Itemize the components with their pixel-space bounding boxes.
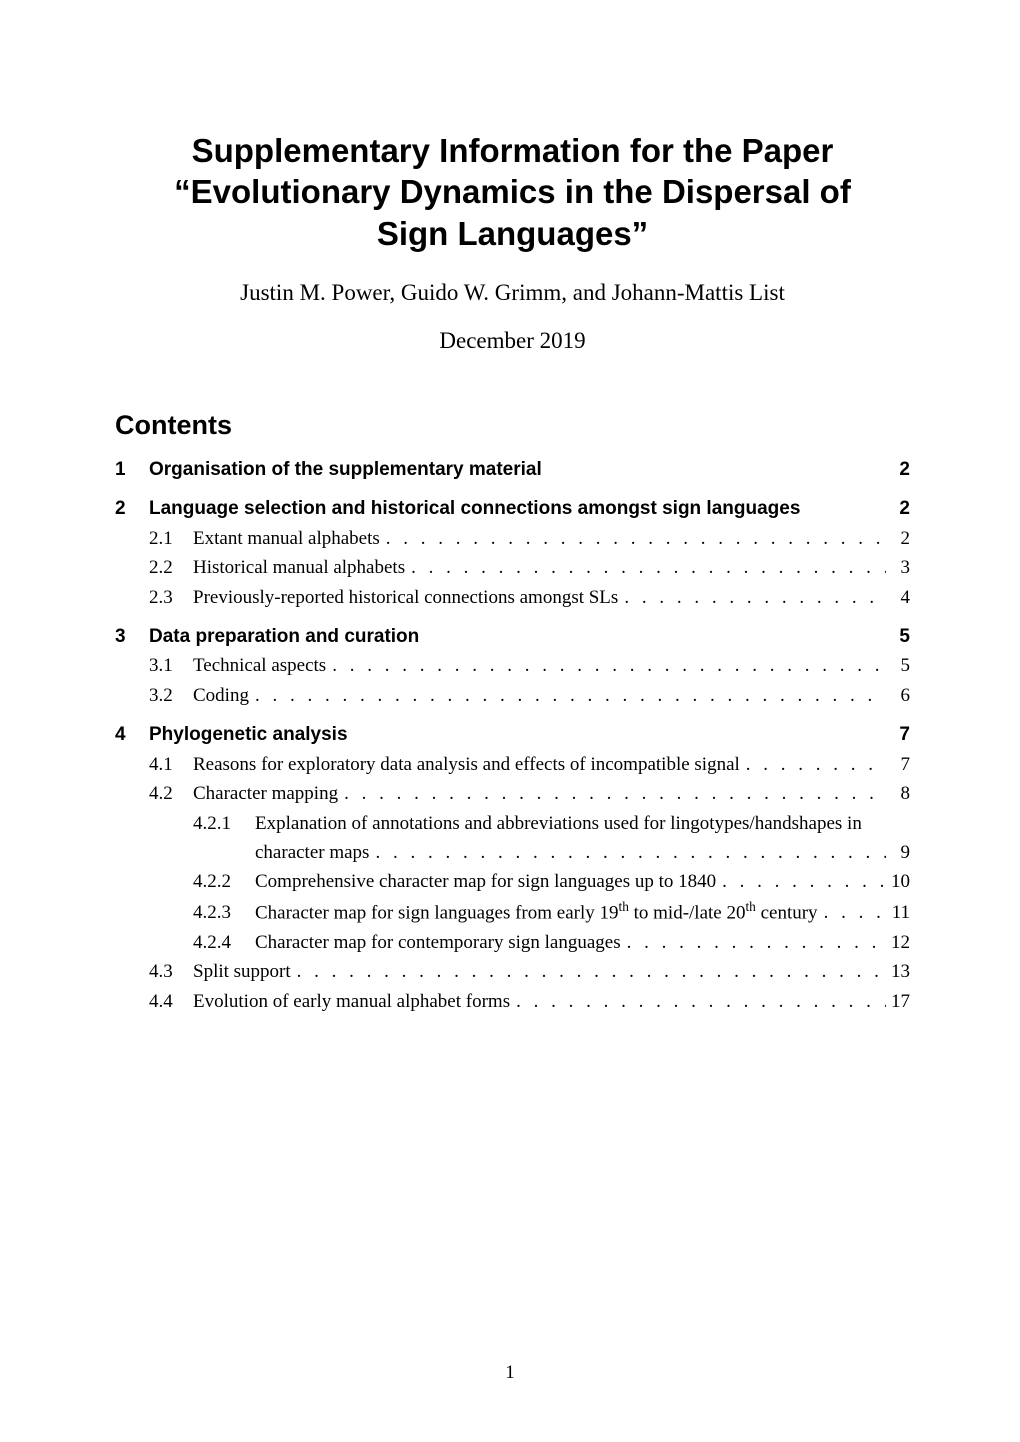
- toc-title: Evolution of early manual alphabet forms: [193, 987, 516, 1016]
- page-number: 1: [0, 1362, 1020, 1384]
- toc-title: Character map for contemporary sign lang…: [255, 928, 627, 957]
- toc-page: 9: [886, 838, 910, 867]
- toc-title: Reasons for exploratory data analysis an…: [193, 750, 746, 779]
- toc-num: 3.1: [149, 651, 193, 680]
- toc-title: Split support: [193, 957, 297, 986]
- toc-title: Character map for sign languages from ea…: [255, 897, 824, 928]
- toc-entry-s4-2-4: 4.2.4 Character map for contemporary sig…: [115, 928, 910, 957]
- toc-page: 13: [886, 957, 910, 986]
- toc-title: Language selection and historical connec…: [149, 494, 806, 523]
- date: December 2019: [115, 328, 910, 354]
- toc-entry-s1: 1 Organisation of the supplementary mate…: [115, 455, 910, 484]
- toc-page: 2: [886, 494, 910, 523]
- title-line-3: Sign Languages”: [115, 213, 910, 254]
- toc-num: 4.2.1: [193, 809, 255, 838]
- toc-title: character maps: [255, 838, 375, 867]
- toc-leader: [411, 553, 886, 582]
- toc-entry-s4-2-1-line1: 4.2.1 Explanation of annotations and abb…: [115, 809, 910, 838]
- toc-leader: [722, 867, 886, 896]
- toc-entry-s2-2: 2.2 Historical manual alphabets 3: [115, 553, 910, 582]
- toc-page: 5: [886, 622, 910, 651]
- toc-title-part-b: to mid-/late 20: [629, 902, 746, 923]
- toc-num: 4.1: [149, 750, 193, 779]
- toc-title: Data preparation and curation: [149, 622, 425, 651]
- toc-num: 4.3: [149, 957, 193, 986]
- toc-title: Coding: [193, 681, 255, 710]
- toc-leader: [624, 583, 886, 612]
- title-line-1: Supplementary Information for the Paper: [115, 130, 910, 171]
- toc-page: 11: [886, 898, 910, 927]
- toc-leader: [297, 957, 886, 986]
- toc-entry-s3: 3 Data preparation and curation 5: [115, 622, 910, 651]
- toc-num: 2.3: [149, 583, 193, 612]
- toc-num: 4.2.4: [193, 928, 255, 957]
- toc-leader: [255, 681, 886, 710]
- toc-leader: [746, 750, 886, 779]
- toc-page: 4: [886, 583, 910, 612]
- toc-entry-s4-1: 4.1 Reasons for exploratory data analysi…: [115, 750, 910, 779]
- toc-num: 3: [115, 622, 149, 651]
- toc-num: 2.2: [149, 553, 193, 582]
- toc-leader: [824, 898, 886, 927]
- toc-page: 7: [886, 750, 910, 779]
- toc-leader: [344, 779, 886, 808]
- toc-page: 10: [886, 867, 910, 896]
- toc-entry-s4-4: 4.4 Evolution of early manual alphabet f…: [115, 987, 910, 1016]
- toc-leader: [516, 987, 886, 1016]
- toc-entry-s4-2-3: 4.2.3 Character map for sign languages f…: [115, 897, 910, 928]
- toc-leader: [332, 651, 886, 680]
- toc-entry-s3-2: 3.2 Coding 6: [115, 681, 910, 710]
- toc-title: Phylogenetic analysis: [149, 720, 354, 749]
- toc-leader: [375, 838, 886, 867]
- toc-num: 1: [115, 455, 149, 484]
- toc-entry-s2-1: 2.1 Extant manual alphabets 2: [115, 524, 910, 553]
- page-root: Supplementary Information for the Paper …: [0, 0, 1020, 1442]
- authors: Justin M. Power, Guido W. Grimm, and Joh…: [115, 280, 910, 306]
- toc-title-part-a: Character map for sign languages from ea…: [255, 902, 619, 923]
- toc-page: 2: [886, 455, 910, 484]
- toc-num: 4.4: [149, 987, 193, 1016]
- toc-entry-s4-2: 4.2 Character mapping 8: [115, 779, 910, 808]
- toc-entry-s4-2-2: 4.2.2 Comprehensive character map for si…: [115, 867, 910, 896]
- toc-page: 3: [886, 553, 910, 582]
- toc-num: 4.2.2: [193, 867, 255, 896]
- toc-page: 6: [886, 681, 910, 710]
- toc-entry-s3-1: 3.1 Technical aspects 5: [115, 651, 910, 680]
- toc-num: 3.2: [149, 681, 193, 710]
- toc-num: 4: [115, 720, 149, 749]
- toc-leader: [627, 928, 886, 957]
- toc-title-part-c: century: [756, 902, 818, 923]
- toc-num: 4.2.3: [193, 898, 255, 927]
- toc-page: 8: [886, 779, 910, 808]
- toc-page: 7: [886, 720, 910, 749]
- toc-leader: [386, 524, 886, 553]
- toc-num: 2: [115, 494, 149, 523]
- toc-entry-s4: 4 Phylogenetic analysis 7: [115, 720, 910, 749]
- toc-entry-s4-2-1-line2: character maps 9: [115, 838, 910, 867]
- toc-entry-s4-3: 4.3 Split support 13: [115, 957, 910, 986]
- toc-title: Comprehensive character map for sign lan…: [255, 867, 722, 896]
- toc-title-sup1: th: [619, 899, 629, 914]
- toc-page: 5: [886, 651, 910, 680]
- toc-page: 12: [886, 928, 910, 957]
- toc-num: 4.2: [149, 779, 193, 808]
- toc-page: 2: [886, 524, 910, 553]
- toc-title: Previously-reported historical connectio…: [193, 583, 624, 612]
- toc-title: Organisation of the supplementary materi…: [149, 455, 548, 484]
- toc-entry-s2-3: 2.3 Previously-reported historical conne…: [115, 583, 910, 612]
- toc-title: Explanation of annotations and abbreviat…: [255, 809, 868, 838]
- toc-title: Technical aspects: [193, 651, 332, 680]
- toc-title: Character mapping: [193, 779, 344, 808]
- toc-entry-s2: 2 Language selection and historical conn…: [115, 494, 910, 523]
- title-line-2: “Evolutionary Dynamics in the Dispersal …: [115, 171, 910, 212]
- title-block: Supplementary Information for the Paper …: [115, 130, 910, 254]
- toc-title: Extant manual alphabets: [193, 524, 386, 553]
- toc-page: 17: [886, 987, 910, 1016]
- toc-num: 2.1: [149, 524, 193, 553]
- contents-heading: Contents: [115, 410, 910, 441]
- toc-title-sup2: th: [745, 899, 755, 914]
- toc: 1 Organisation of the supplementary mate…: [115, 455, 910, 1016]
- toc-title: Historical manual alphabets: [193, 553, 411, 582]
